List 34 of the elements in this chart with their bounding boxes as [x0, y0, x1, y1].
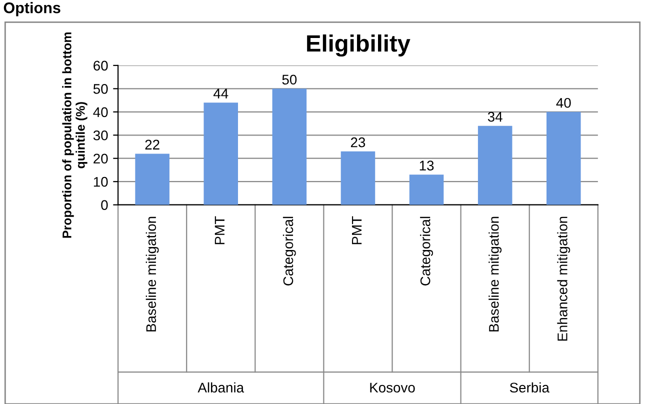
data-label: 34 [488, 112, 502, 122]
bar [478, 126, 512, 205]
y-tick-label: 0 [101, 200, 108, 210]
x-tick-label: Categorical [282, 216, 296, 286]
x-tick-label: Baseline mitigation [488, 216, 502, 332]
y-axis-title: Proportion of population in bottom quintile (%) [62, 32, 88, 238]
x-tick-label: PMT [214, 216, 224, 244]
bar [272, 88, 307, 205]
y-tick-label: 50 [93, 84, 108, 94]
x-tick-label: Enhanced mitigation [557, 216, 570, 341]
y-tick-label: 10 [94, 176, 108, 187]
data-label: 13 [420, 160, 434, 170]
data-label: 22 [145, 140, 160, 150]
data-label: 40 [556, 98, 571, 108]
text: Albania [198, 382, 244, 393]
text: Kosovo [370, 382, 415, 393]
chart-title: Eligibility [307, 34, 410, 57]
text: Options [4, 2, 60, 16]
x-tick-label: Categorical [420, 216, 434, 286]
x-tick-label: PMT [352, 216, 362, 244]
bar [204, 102, 238, 205]
data-label: 44 [213, 88, 228, 98]
y-tick-label: 20 [94, 154, 108, 164]
bar [135, 154, 170, 205]
bar [546, 112, 581, 205]
bar [409, 174, 444, 205]
x-tick-label: Baseline mitigation [146, 216, 159, 332]
bar [340, 151, 376, 205]
data-label: 23 [350, 137, 366, 148]
text: Serbia [510, 382, 550, 393]
y-tick-label: 30 [93, 130, 108, 140]
data-label: 50 [282, 74, 297, 85]
y-tick-label: 40 [93, 107, 108, 118]
y-tick-label: 60 [94, 60, 108, 71]
